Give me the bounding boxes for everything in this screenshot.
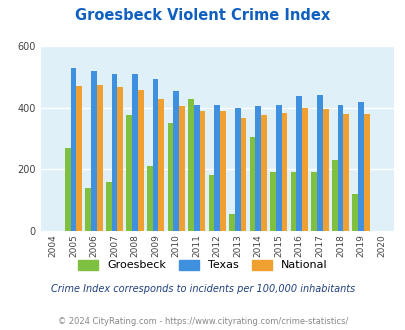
Bar bbox=[357, 102, 363, 231]
Bar bbox=[296, 96, 301, 231]
Bar bbox=[352, 194, 357, 231]
Text: © 2024 CityRating.com - https://www.cityrating.com/crime-statistics/: © 2024 CityRating.com - https://www.city… bbox=[58, 317, 347, 326]
Bar bbox=[322, 109, 328, 231]
Bar bbox=[70, 68, 76, 231]
Bar bbox=[111, 74, 117, 231]
Bar bbox=[228, 214, 234, 231]
Bar bbox=[363, 114, 369, 231]
Bar bbox=[65, 148, 70, 231]
Bar bbox=[220, 111, 225, 231]
Bar bbox=[91, 71, 97, 231]
Bar bbox=[281, 113, 287, 231]
Bar bbox=[76, 86, 82, 231]
Bar bbox=[311, 172, 316, 231]
Bar bbox=[331, 159, 337, 231]
Bar bbox=[214, 105, 220, 231]
Bar bbox=[158, 99, 164, 231]
Bar bbox=[301, 108, 307, 231]
Bar bbox=[290, 173, 296, 231]
Bar bbox=[106, 182, 111, 231]
Bar bbox=[126, 115, 132, 231]
Bar bbox=[117, 87, 123, 231]
Bar bbox=[97, 85, 102, 231]
Bar bbox=[343, 114, 348, 231]
Bar bbox=[234, 108, 240, 231]
Bar bbox=[138, 90, 143, 231]
Bar bbox=[188, 99, 193, 231]
Bar bbox=[255, 106, 260, 231]
Bar bbox=[193, 105, 199, 231]
Bar bbox=[199, 111, 205, 231]
Bar bbox=[275, 105, 281, 231]
Bar bbox=[316, 95, 322, 231]
Bar bbox=[152, 79, 158, 231]
Bar bbox=[249, 137, 255, 231]
Bar bbox=[173, 91, 179, 231]
Legend: Groesbeck, Texas, National: Groesbeck, Texas, National bbox=[75, 256, 330, 274]
Bar bbox=[85, 188, 91, 231]
Text: Crime Index corresponds to incidents per 100,000 inhabitants: Crime Index corresponds to incidents per… bbox=[51, 284, 354, 294]
Bar bbox=[270, 173, 275, 231]
Bar bbox=[147, 166, 152, 231]
Bar bbox=[132, 74, 138, 231]
Text: Groesbeck Violent Crime Index: Groesbeck Violent Crime Index bbox=[75, 8, 330, 23]
Bar bbox=[167, 123, 173, 231]
Bar bbox=[208, 175, 214, 231]
Bar bbox=[337, 105, 343, 231]
Bar bbox=[179, 106, 184, 231]
Bar bbox=[260, 115, 266, 231]
Bar bbox=[240, 118, 246, 231]
